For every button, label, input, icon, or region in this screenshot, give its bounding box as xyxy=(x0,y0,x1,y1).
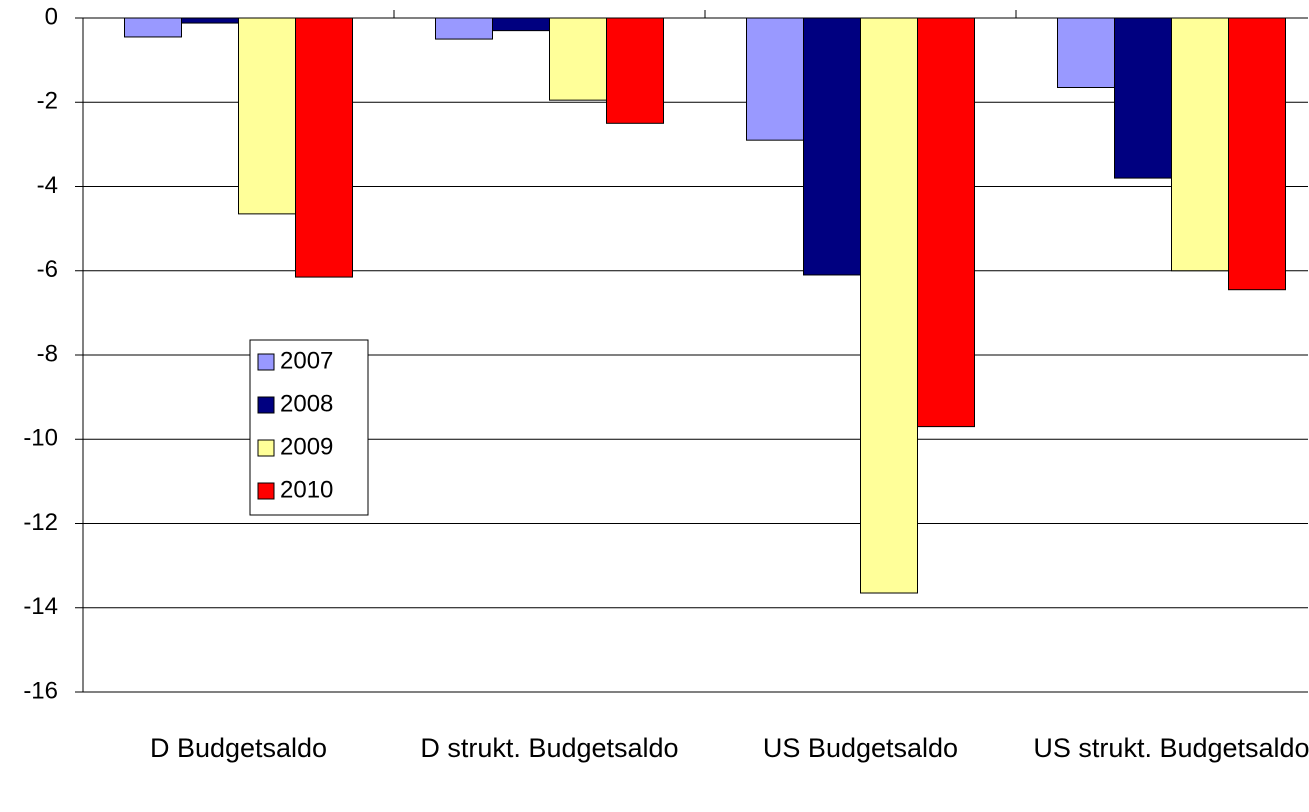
x-tick-label: D strukt. Budgetsaldo xyxy=(420,733,679,763)
y-tick-label: -10 xyxy=(23,425,58,452)
bar xyxy=(238,17,296,215)
legend-label: 2009 xyxy=(280,433,333,460)
bar xyxy=(917,17,975,428)
y-tick-label: -2 xyxy=(37,88,58,115)
bar xyxy=(1114,17,1172,179)
bar xyxy=(295,17,353,278)
bar xyxy=(1228,17,1286,291)
legend-label: 2008 xyxy=(280,390,333,417)
x-tick-label: US Budgetsaldo xyxy=(762,733,959,763)
y-tick-label: -6 xyxy=(37,256,58,283)
y-tick-label: -16 xyxy=(23,677,58,704)
legend-swatch xyxy=(257,353,275,371)
legend-swatch xyxy=(257,396,275,414)
y-tick-label: -14 xyxy=(23,593,58,620)
y-tick-label: -4 xyxy=(37,172,58,199)
y-tick-label: -12 xyxy=(23,509,58,536)
bar xyxy=(606,17,664,124)
bar xyxy=(803,17,861,276)
bar xyxy=(435,17,493,40)
bar xyxy=(181,17,239,24)
y-tick-label: -8 xyxy=(37,340,58,367)
x-tick-label: D Budgetsaldo xyxy=(149,733,328,763)
legend-label: 2010 xyxy=(280,476,333,503)
y-tick-label: 0 xyxy=(45,3,58,30)
bar xyxy=(1171,17,1229,272)
x-tick-label: US strukt. Budgetsaldo xyxy=(1033,733,1309,763)
bar xyxy=(492,17,550,32)
legend-label: 2007 xyxy=(280,347,333,374)
legend-swatch xyxy=(257,482,275,500)
bar xyxy=(746,17,804,141)
bar xyxy=(860,17,918,594)
legend-swatch xyxy=(257,439,275,457)
bar xyxy=(1057,17,1115,89)
bar xyxy=(124,17,182,38)
bar xyxy=(549,17,607,101)
